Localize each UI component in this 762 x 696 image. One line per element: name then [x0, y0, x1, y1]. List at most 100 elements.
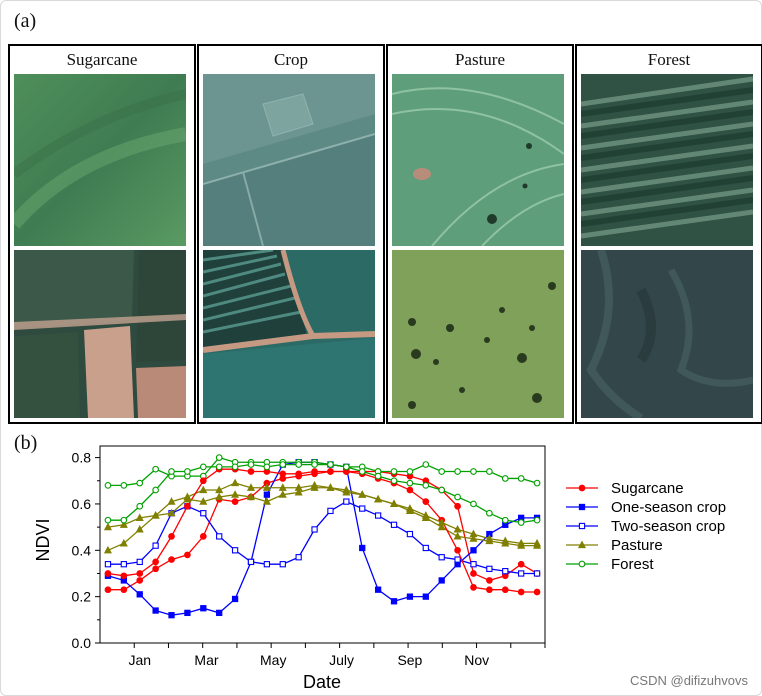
- crop-photo-bottom: [203, 250, 375, 418]
- data-point: [422, 498, 430, 505]
- data-point: [453, 524, 462, 533]
- data-point: [104, 516, 112, 524]
- column-title: Sugarcane: [66, 50, 138, 69]
- data-point: [120, 572, 128, 580]
- legend-marker: [578, 560, 586, 568]
- series-forest: [104, 454, 541, 489]
- series-line-pasture: [107, 482, 538, 551]
- watermark: CSDN @difizuhvovs: [630, 673, 748, 688]
- data-point: [486, 468, 493, 475]
- data-point: [216, 609, 223, 617]
- data-point: [247, 468, 255, 475]
- data-point: [405, 504, 414, 512]
- data-point: [104, 570, 112, 577]
- data-point: [136, 558, 143, 566]
- data-point: [422, 482, 430, 489]
- x-tick-label: May: [260, 652, 286, 668]
- y-tick-label: 0.0: [72, 635, 92, 651]
- data-point: [342, 463, 350, 471]
- series-line-sugarcane: [107, 470, 538, 591]
- data-point: [390, 477, 398, 485]
- data-point: [469, 534, 478, 542]
- data-point: [390, 468, 398, 475]
- legend-label: Pasture: [611, 537, 663, 554]
- image-column-forest: Forest: [575, 44, 762, 424]
- series-pasture-2nd: [103, 483, 542, 547]
- data-point: [184, 551, 191, 559]
- data-point: [422, 461, 430, 468]
- data-point: [136, 502, 144, 510]
- data-point: [184, 502, 191, 510]
- data-point: [470, 500, 477, 508]
- data-point: [136, 577, 144, 584]
- data-point: [183, 494, 192, 503]
- data-point: [359, 505, 366, 512]
- data-point: [486, 565, 493, 572]
- data-point: [374, 586, 382, 593]
- legend-label: Sugarcane: [611, 480, 684, 497]
- data-point: [533, 570, 541, 577]
- image-column-sugarcane: Sugarcane: [8, 44, 196, 424]
- data-point: [533, 516, 541, 524]
- data-point: [533, 588, 541, 596]
- data-point: [437, 522, 446, 531]
- data-point: [152, 607, 159, 614]
- data-point: [104, 482, 112, 489]
- data-point: [358, 468, 366, 475]
- series-forest-2nd: [104, 461, 541, 526]
- data-point: [406, 593, 414, 600]
- data-point: [438, 486, 446, 494]
- series-line-two-season-crop: [107, 500, 538, 575]
- data-point: [501, 586, 509, 594]
- data-point: [470, 584, 477, 591]
- data-point: [152, 565, 159, 573]
- x-tick-label: July: [329, 652, 354, 668]
- data-point: [215, 463, 223, 471]
- data-point: [120, 586, 128, 594]
- column-title: Forest: [647, 50, 691, 69]
- data-point: [120, 561, 127, 568]
- data-point: [469, 529, 478, 538]
- data-point: [167, 497, 176, 505]
- data-point: [136, 570, 144, 577]
- data-point: [374, 494, 383, 503]
- y-tick-label: 0.2: [72, 589, 92, 605]
- data-point: [215, 454, 223, 461]
- data-point: [390, 521, 398, 528]
- data-point: [199, 463, 207, 471]
- x-axis-label: Date: [303, 672, 341, 692]
- data-point: [103, 522, 112, 531]
- data-point: [470, 561, 477, 568]
- y-axis-label: NDVI: [33, 518, 53, 561]
- data-point: [246, 492, 256, 501]
- data-point: [199, 477, 207, 485]
- data-point: [295, 554, 302, 561]
- data-point: [438, 554, 445, 561]
- data-point: [199, 485, 208, 494]
- data-point: [327, 461, 334, 468]
- data-point: [517, 588, 525, 596]
- data-point: [279, 470, 287, 478]
- legend-item-pasture: Pasture: [566, 537, 663, 554]
- data-point: [486, 509, 493, 517]
- plot-frame: [99, 445, 546, 644]
- data-point: [454, 546, 461, 554]
- y-tick-label: 0.6: [72, 496, 92, 512]
- data-point: [517, 519, 525, 526]
- data-point: [421, 511, 430, 519]
- data-point: [486, 586, 493, 594]
- data-point: [517, 560, 525, 568]
- data-point: [199, 497, 208, 505]
- data-point: [262, 483, 271, 491]
- data-point: [327, 468, 334, 475]
- x-tick-label: Jan: [128, 652, 151, 668]
- data-point: [152, 542, 159, 549]
- data-point: [470, 547, 477, 554]
- sugarcane-photo-bottom: [14, 250, 186, 418]
- series-line-pasture-2nd: [107, 487, 538, 544]
- legend-marker: [578, 522, 586, 530]
- series-two-season-crop: [104, 498, 541, 577]
- data-point: [295, 470, 303, 478]
- x-tick-label: Sep: [397, 652, 422, 668]
